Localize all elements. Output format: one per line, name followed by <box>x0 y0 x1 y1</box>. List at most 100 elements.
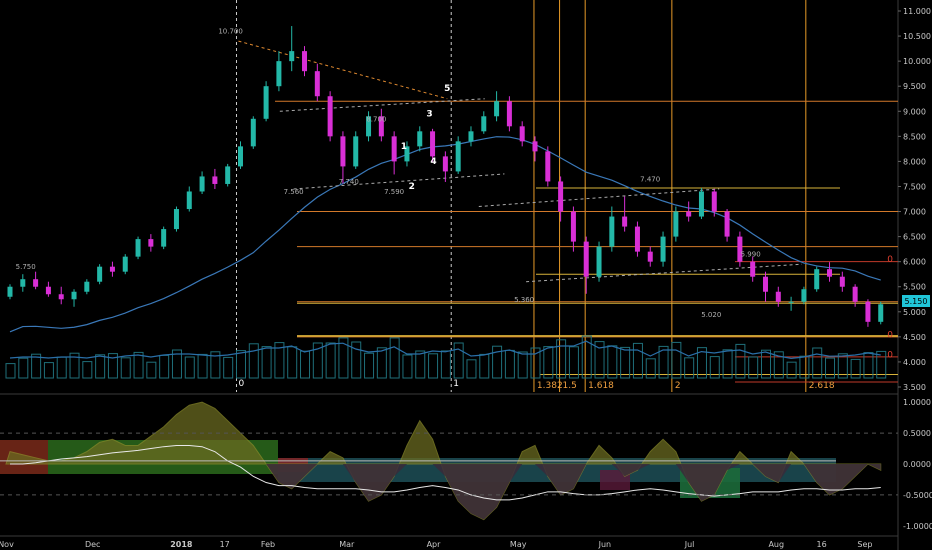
osc-y-tick-label: 0.5000 <box>903 429 931 438</box>
fib-time-label: 1.5 <box>563 381 577 391</box>
last-price-label: 5.150 <box>905 297 928 306</box>
candle-up <box>404 146 410 162</box>
candle-down <box>762 276 768 292</box>
candle-down <box>314 71 320 97</box>
candle-up <box>698 191 704 217</box>
candle-down <box>775 291 781 302</box>
volume-bar <box>799 355 810 379</box>
x-tick-label: Jun <box>598 540 612 549</box>
volume-bar <box>632 342 643 379</box>
x-tick-label: 17 <box>220 540 230 549</box>
y-tick-label: 4.000 <box>903 358 926 367</box>
trendlines <box>238 40 802 283</box>
candle-down <box>340 136 346 167</box>
price-annotation: 5.020 <box>701 311 721 319</box>
candle-up <box>788 301 794 303</box>
y-tick-label: 3.500 <box>903 383 926 392</box>
wedge-lower-line <box>526 263 802 283</box>
candle-down <box>378 116 384 137</box>
channel-upper-line <box>279 98 485 112</box>
candle-down <box>148 239 154 247</box>
x-tick-label: Mar <box>339 540 355 549</box>
volume-bar <box>389 337 400 379</box>
candle-up <box>173 209 179 230</box>
volume-bar <box>95 354 106 379</box>
volume-bar <box>517 351 528 379</box>
candle-down <box>33 279 39 287</box>
price-annotation: 5.750 <box>16 263 36 271</box>
y-tick-label: 11.000 <box>903 7 931 16</box>
volume-bar <box>645 358 656 379</box>
volume-bar <box>722 349 733 379</box>
volume-bar <box>325 342 336 379</box>
volume-bar <box>568 346 579 379</box>
candle-down <box>506 101 512 127</box>
candle-down <box>391 136 397 162</box>
candle-down <box>647 251 653 262</box>
y-tick-label: 8.500 <box>903 132 926 141</box>
volume-bar <box>556 339 567 379</box>
candle-down <box>302 51 308 72</box>
candle-up <box>84 281 90 292</box>
volume-bar <box>18 357 29 379</box>
y-tick-label: 6.500 <box>903 233 926 242</box>
volume-bar <box>671 341 682 379</box>
price-annotation: 7.590 <box>384 188 404 196</box>
candle-down <box>852 286 858 302</box>
volume-bar <box>235 350 246 379</box>
volume-bar <box>274 342 285 379</box>
volume-bar <box>376 347 387 379</box>
candle-up <box>20 279 26 287</box>
chart-labels: 0 1 1.382 1.5 1.618 2 2.618 0 0 0 10.700 5.750 7.560… <box>16 28 894 391</box>
candle-up <box>417 131 423 147</box>
moving-average <box>9 136 881 333</box>
price-annotation: 5.990 <box>741 251 761 259</box>
candle-up <box>276 61 282 87</box>
volume-bar <box>107 353 118 379</box>
volume-bar <box>658 345 669 379</box>
x-tick-label: 2018 <box>170 540 193 549</box>
wedge-upper-line <box>478 188 720 208</box>
volume-bars <box>5 335 887 379</box>
volume-bar <box>82 361 93 379</box>
level-label: 0 <box>887 330 893 340</box>
candle-up <box>199 176 205 192</box>
osc-y-tick-label: -1.0000 <box>903 522 932 531</box>
candle-up <box>878 304 884 322</box>
horizontal-levels <box>275 100 898 383</box>
y-tick-label: 5.000 <box>903 308 926 317</box>
price-annotation: 7.740 <box>339 178 359 186</box>
wave-label: 5 <box>444 84 450 94</box>
candle-up <box>609 216 615 247</box>
y-tick-label: 8.000 <box>903 157 926 166</box>
x-tick-label: Feb <box>261 540 275 549</box>
volume-bar <box>440 350 451 379</box>
volume-bar <box>466 359 477 379</box>
volume-bar <box>773 351 784 379</box>
volume-bar <box>415 350 426 379</box>
fib-time-zones <box>235 0 807 392</box>
volume-bar <box>402 354 413 379</box>
volume-bar <box>69 352 80 379</box>
candle-up <box>289 51 295 62</box>
wave-label: 1 <box>401 142 407 152</box>
candle-up <box>250 118 256 147</box>
candle-down <box>750 261 756 277</box>
candle-down <box>212 176 218 184</box>
volume-bar <box>748 356 759 379</box>
volume-bar <box>696 347 707 379</box>
wave-label: 2 <box>409 182 415 192</box>
volume-bar <box>261 346 272 379</box>
price-moving-average <box>9 136 881 333</box>
volume-average-line <box>9 340 881 360</box>
cycle-label: 1 <box>453 379 459 389</box>
candle-down <box>634 226 640 252</box>
candle-up <box>455 141 461 172</box>
y-tick-label: 10.500 <box>903 32 931 41</box>
candle-down <box>532 141 538 152</box>
volume-bar <box>43 362 54 379</box>
y-tick-label: 5.500 <box>903 283 926 292</box>
volume-bar <box>31 353 42 379</box>
volume-bar <box>197 353 208 379</box>
volume-bar <box>338 337 349 379</box>
